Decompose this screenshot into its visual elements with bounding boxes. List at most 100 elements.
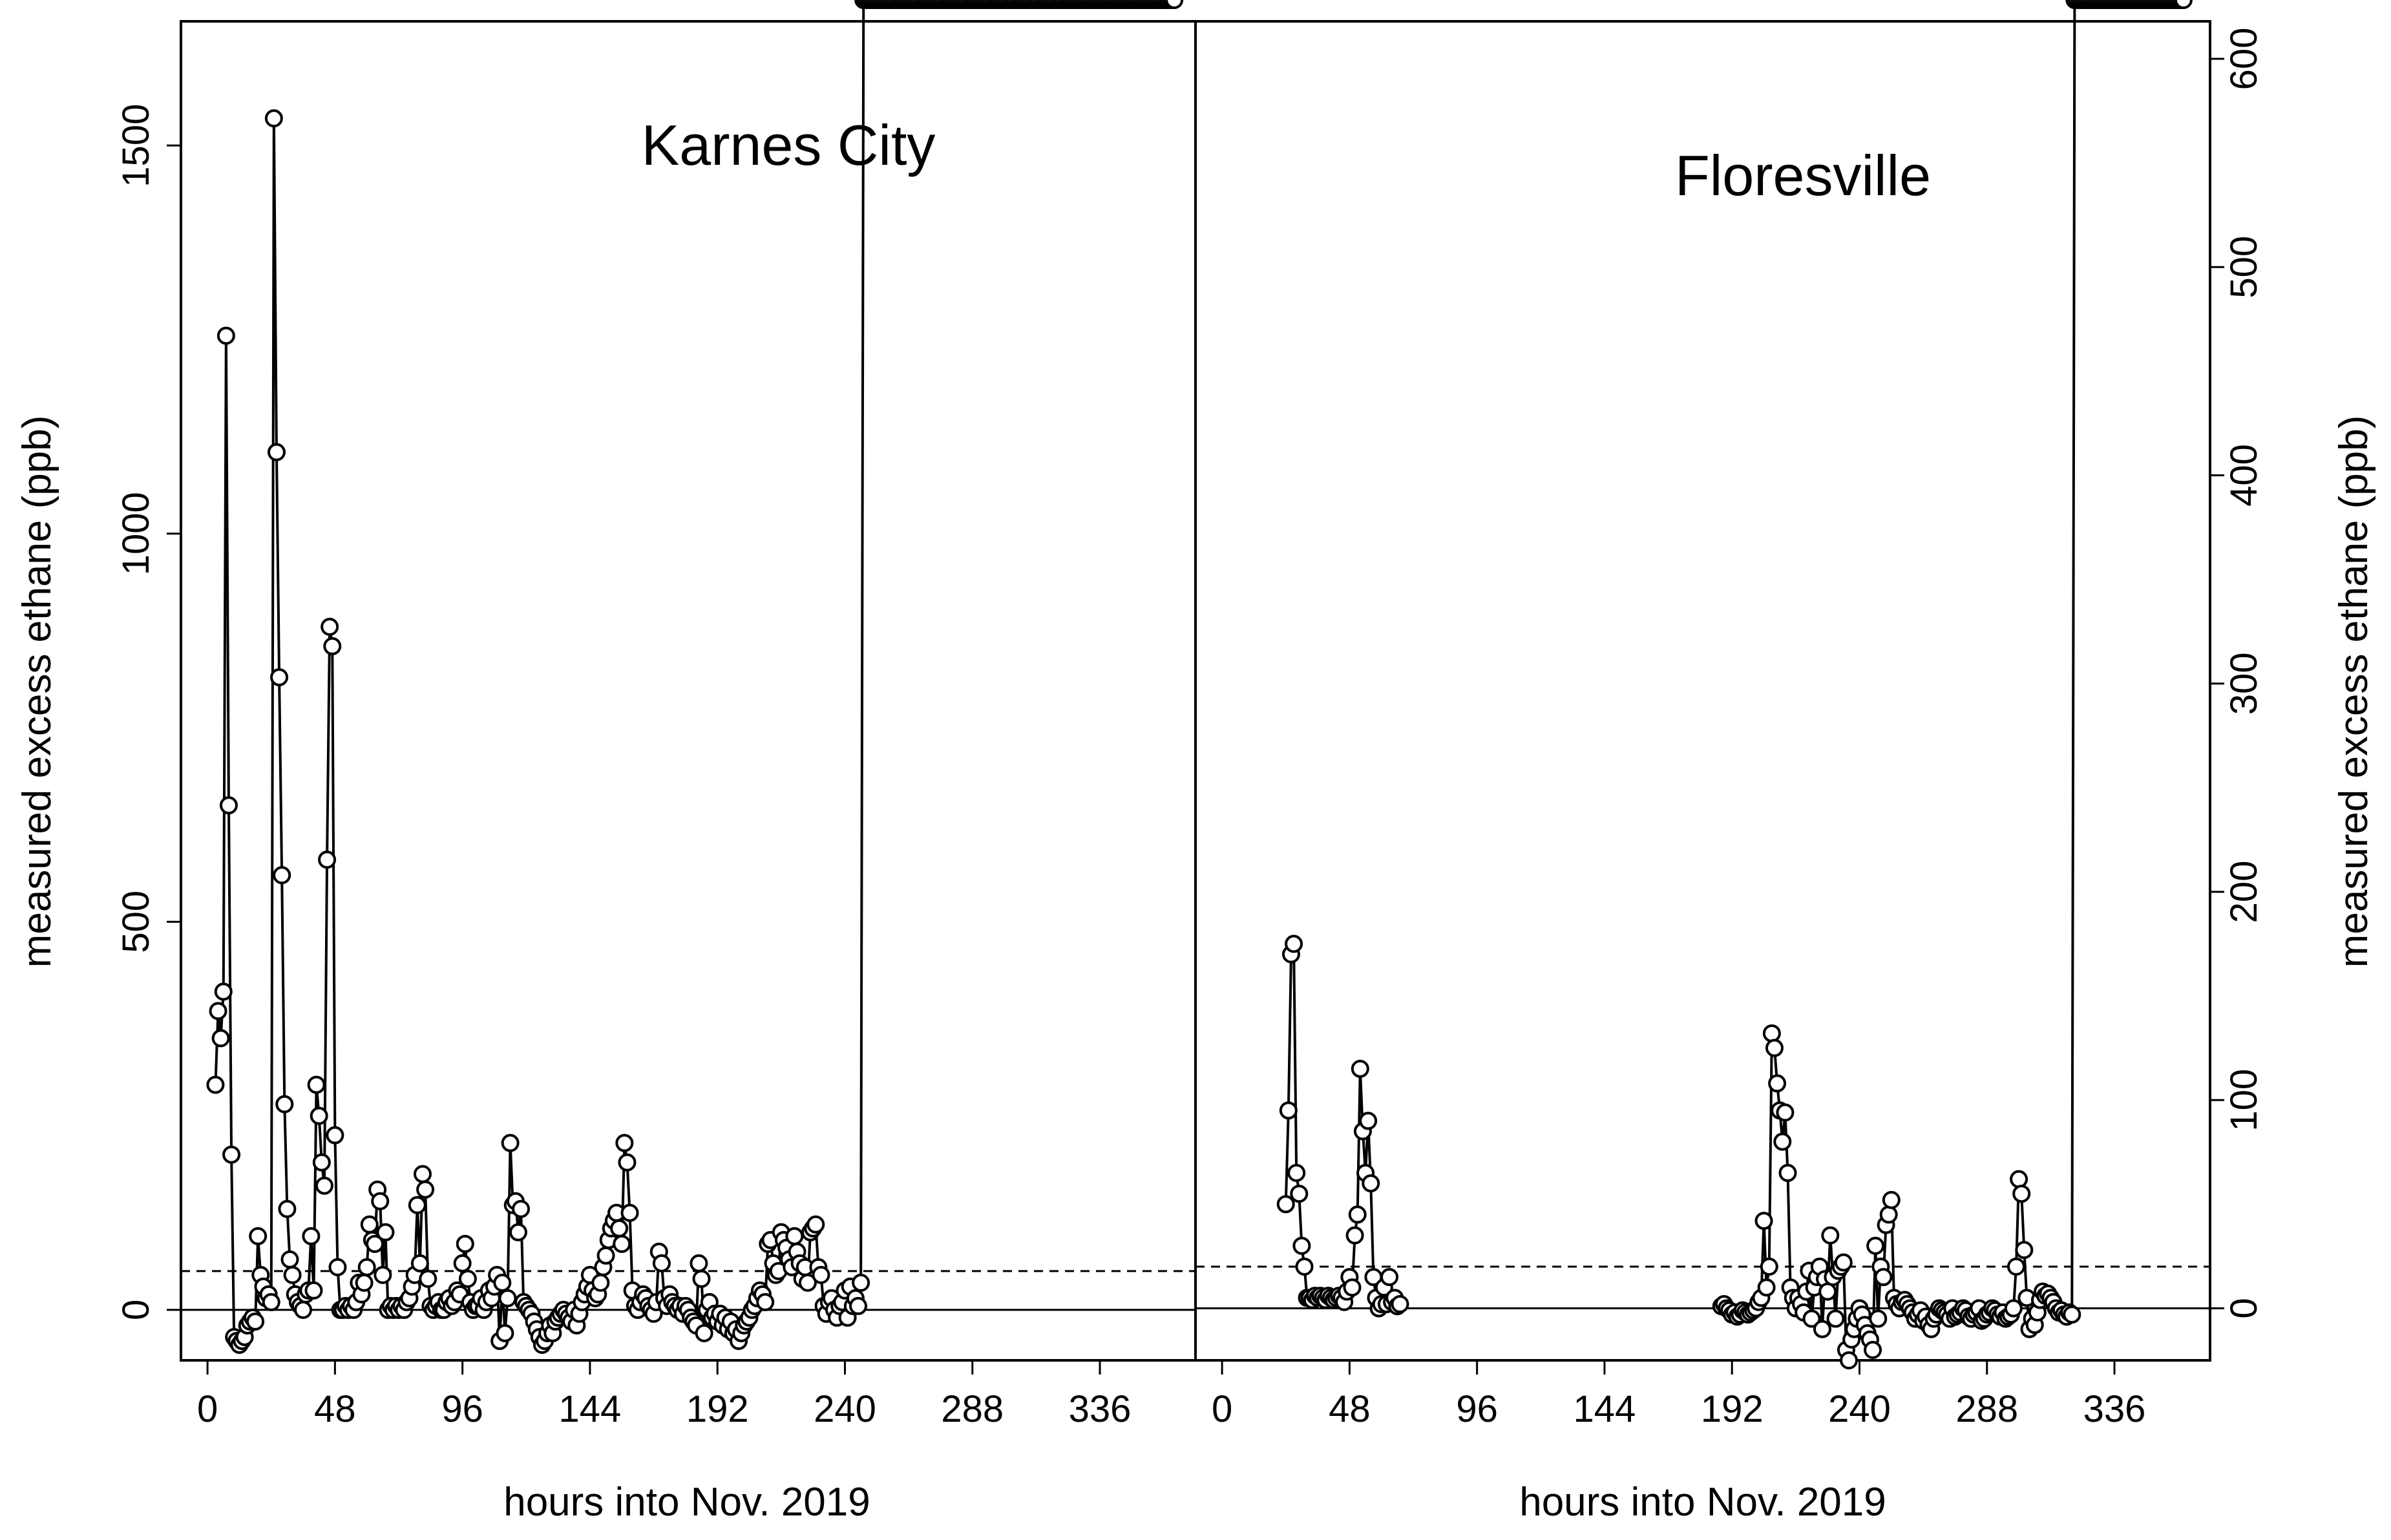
- data-point: [416, 1180, 435, 1199]
- data-point: [366, 1234, 384, 1253]
- data-point: [2063, 1305, 2081, 1324]
- data-point: [1834, 1253, 1853, 1272]
- data-point: [1818, 1282, 1837, 1301]
- x-tick-label: 144: [1574, 1388, 1636, 1430]
- data-point: [206, 1075, 225, 1094]
- y-tick-label: 1000: [115, 492, 157, 575]
- data-point: [216, 326, 235, 345]
- data-point: [852, 1273, 870, 1292]
- data-point: [214, 982, 233, 1001]
- left-y-axis-title: measured excess ethane (ppb): [15, 416, 59, 968]
- data-point: [283, 1265, 302, 1284]
- data-point: [376, 1223, 395, 1241]
- data-point: [1345, 1226, 1364, 1245]
- data-point: [1757, 1278, 1776, 1297]
- data-point: [315, 1176, 333, 1195]
- series-segment: [1762, 1221, 1768, 1288]
- series-segment: [520, 1208, 525, 1302]
- series-segment: [283, 1104, 289, 1209]
- data-point: [371, 1192, 390, 1210]
- y-tick-label: 500: [115, 891, 157, 953]
- data-point: [1165, 0, 1184, 9]
- data-point: [1276, 1195, 1295, 1214]
- right-y-axis-title: measured excess ethane (ppb): [2332, 416, 2376, 968]
- data-point: [1882, 1190, 1901, 1209]
- data-point: [357, 1258, 376, 1276]
- data-point: [222, 1145, 241, 1164]
- data-point: [209, 1002, 227, 1020]
- series-segment: [2070, 0, 2076, 1315]
- data-point: [1359, 1112, 1378, 1130]
- data-point: [1765, 1039, 1784, 1057]
- data-point: [695, 1324, 713, 1342]
- data-point: [610, 1219, 629, 1238]
- data-point: [501, 1134, 520, 1152]
- data-point: [498, 1289, 517, 1307]
- data-point: [1351, 1059, 1369, 1078]
- y-tick-label: 0: [2223, 1298, 2265, 1318]
- data-point: [1768, 1074, 1787, 1093]
- data-point: [1762, 1024, 1781, 1043]
- data-point: [493, 1273, 512, 1292]
- data-point: [1292, 1236, 1311, 1255]
- data-point: [1362, 1174, 1380, 1193]
- x-tick-label: 240: [814, 1388, 876, 1430]
- data-point: [1348, 1205, 1367, 1224]
- data-point: [318, 850, 337, 869]
- data-point: [1295, 1257, 1314, 1276]
- y-tick-label: 100: [2223, 1069, 2265, 1132]
- x-tick-label: 192: [1701, 1388, 1764, 1430]
- y-tick-label: 600: [2223, 28, 2265, 90]
- data-point: [2015, 1241, 2034, 1260]
- series-segment: [333, 1135, 339, 1267]
- data-point: [408, 1196, 427, 1214]
- data-point: [613, 1234, 631, 1253]
- data-point: [302, 1227, 321, 1245]
- floresville-x-axis: 0 48 96 144 192 240 288 336: [1212, 1360, 2145, 1430]
- series-segment: [230, 1154, 236, 1337]
- data-point: [278, 1199, 297, 1218]
- data-point: [1776, 1103, 1795, 1122]
- data-point: [414, 1165, 432, 1183]
- data-point: [326, 1126, 344, 1144]
- data-point: [304, 1281, 323, 1300]
- data-point: [1866, 1236, 1885, 1255]
- floresville-title: Floresville: [1675, 143, 1931, 207]
- data-point: [618, 1153, 637, 1172]
- series-segment: [278, 677, 284, 876]
- data-point: [1279, 1101, 1298, 1120]
- data-point: [310, 1106, 328, 1125]
- series-segment: [628, 1212, 634, 1291]
- series-segment: [2020, 1194, 2026, 1250]
- data-point: [591, 1273, 610, 1292]
- data-point: [458, 1269, 477, 1288]
- data-point: [652, 1254, 671, 1272]
- karnes-city-title: Karnes City: [642, 113, 936, 177]
- x-tick-label: 288: [941, 1388, 1004, 1430]
- data-point: [211, 1029, 230, 1048]
- y-tick-label: 400: [2223, 444, 2265, 507]
- panel-karnes-city: 0 48 96 144 192 240 288 336 0 500 1000 1500 Karnes…: [15, 0, 1196, 1524]
- data-point: [849, 1296, 868, 1315]
- data-point: [1773, 1132, 1792, 1151]
- y-tick-label: 200: [2223, 861, 2265, 923]
- data-point: [360, 1215, 379, 1234]
- series-segment: [272, 118, 278, 452]
- series-segment: [1287, 954, 1292, 1111]
- data-point: [2004, 1299, 2023, 1318]
- karnes-city-x-axis: 0 48 96 144 192 240 288 336: [197, 1360, 1131, 1430]
- data-point: [798, 1273, 817, 1292]
- data-point: [1869, 1309, 1888, 1328]
- data-point: [1874, 1268, 1893, 1287]
- floresville-x-axis-title: hours into Nov. 2019: [1519, 1480, 1886, 1524]
- data-point: [496, 1324, 514, 1342]
- x-tick-label: 240: [1828, 1388, 1891, 1430]
- data-point: [785, 1227, 804, 1245]
- data-point: [1864, 1340, 1882, 1359]
- data-point: [1826, 1309, 1845, 1328]
- series-segment: [269, 118, 275, 1302]
- data-point: [756, 1292, 775, 1311]
- data-point: [1380, 1268, 1399, 1287]
- data-point: [321, 617, 339, 636]
